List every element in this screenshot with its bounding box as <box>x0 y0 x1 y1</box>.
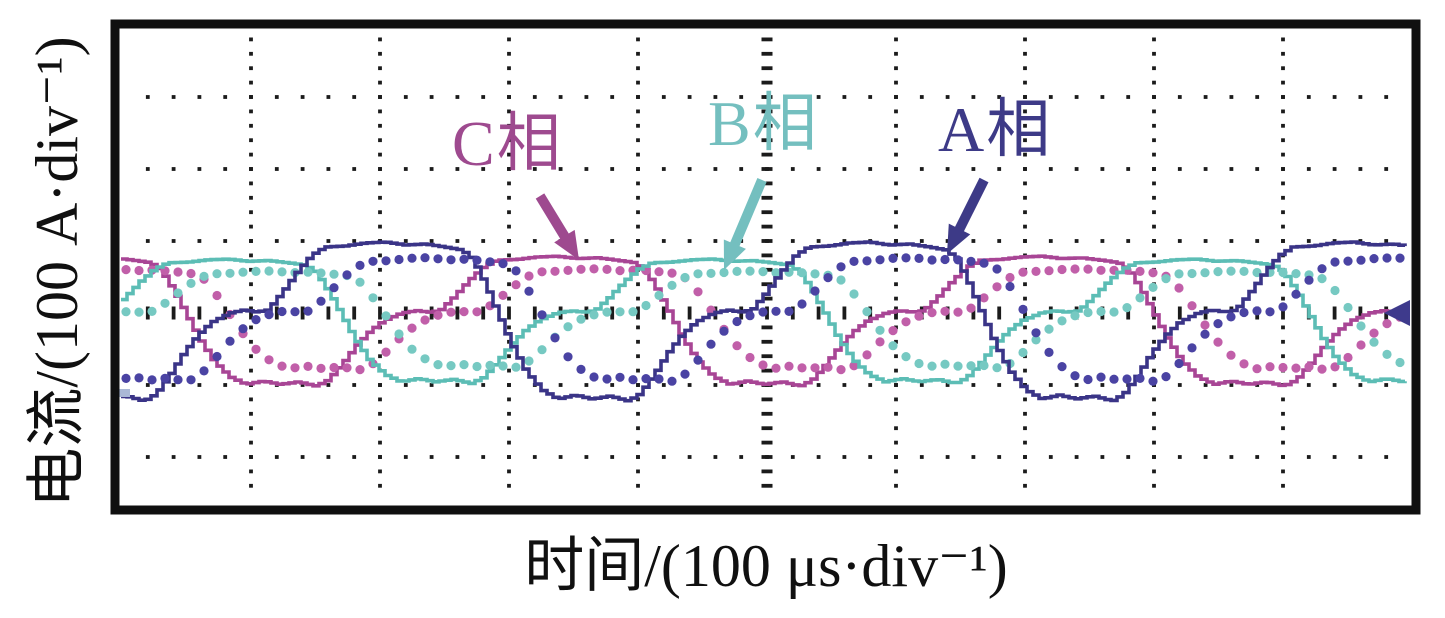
graticule <box>145 37 1389 488</box>
series-label-c-phase: C相 <box>452 108 563 179</box>
a-phase-arrow-icon <box>947 177 989 254</box>
trace-start-marker <box>114 389 130 397</box>
waveform-c-solid <box>121 254 1407 388</box>
waveform-a-solid <box>121 240 1407 403</box>
series-label-b-phase: B相 <box>708 88 819 159</box>
waveforms <box>121 240 1407 403</box>
series-label-a-phase: A相 <box>938 94 1053 165</box>
x-axis-label: 时间/(100 μs·div⁻¹) <box>524 533 1008 599</box>
y-axis-label: 电流/(100 A·div⁻¹) <box>24 36 90 508</box>
waveform-a-dotted <box>121 253 1405 386</box>
waveform-b-solid <box>121 257 1407 386</box>
plot-border <box>110 19 1421 515</box>
center-level-marker-icon <box>1384 300 1410 326</box>
b-phase-arrow-icon <box>723 178 767 270</box>
c-phase-arrow-icon <box>535 193 579 260</box>
